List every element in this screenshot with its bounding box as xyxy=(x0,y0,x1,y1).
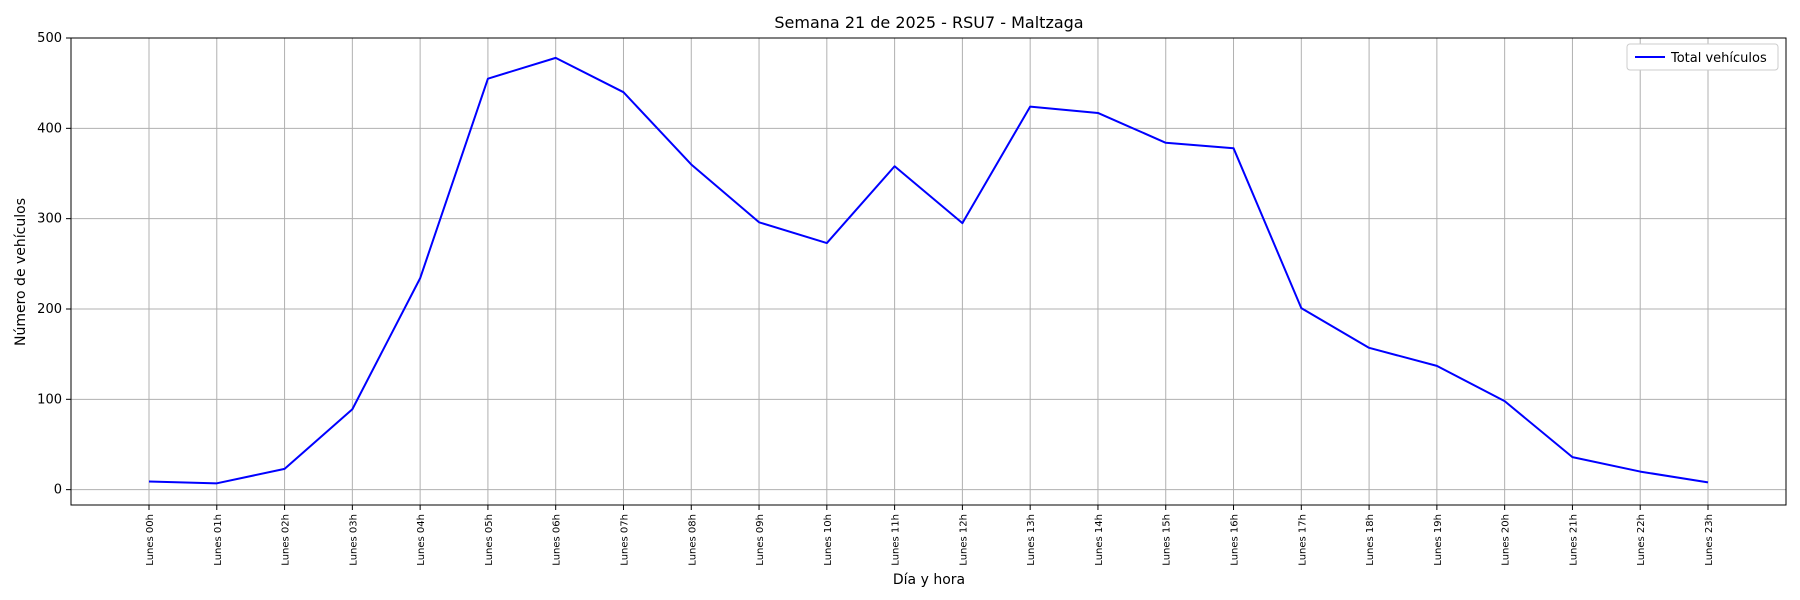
x-tick-label: Lunes 08h xyxy=(687,514,698,566)
x-tick-label: Lunes 06h xyxy=(552,514,563,566)
x-tick-label: Lunes 03h xyxy=(348,514,359,566)
x-tick-label: Lunes 23h xyxy=(1704,514,1715,566)
y-tick-label: 300 xyxy=(37,212,62,227)
y-tick-label: 400 xyxy=(37,121,62,136)
chart-title: Semana 21 de 2025 - RSU7 - Maltzaga xyxy=(774,13,1083,32)
x-tick-label: Lunes 11h xyxy=(891,514,902,566)
x-tick-label: Lunes 13h xyxy=(1026,514,1037,566)
x-tick-label: Lunes 05h xyxy=(484,514,495,566)
x-tick-label: Lunes 12h xyxy=(958,514,969,566)
x-tick-label: Lunes 04h xyxy=(416,514,427,566)
plot-frame xyxy=(70,37,1787,506)
x-tick-label: Lunes 21h xyxy=(1568,514,1579,566)
ticks: Lunes 00h Lunes 01h Lunes 02h Lunes 03h Lune… xyxy=(37,31,1715,566)
x-tick-label: Lunes 07h xyxy=(619,514,630,566)
x-tick-label: Lunes 10h xyxy=(823,514,834,566)
x-tick-label: Lunes 22h xyxy=(1636,514,1647,566)
grid xyxy=(71,37,1786,505)
x-tick-label: Lunes 02h xyxy=(281,514,292,566)
x-tick-label: Lunes 16h xyxy=(1230,514,1241,566)
x-tick-label: Lunes 19h xyxy=(1433,514,1444,566)
x-tick-label: Lunes 15h xyxy=(1162,514,1173,566)
y-tick-label: 0 xyxy=(54,483,62,498)
y-tick-label: 200 xyxy=(37,302,62,317)
series-layer xyxy=(148,56,1709,485)
x-tick-label: Lunes 20h xyxy=(1501,514,1512,566)
x-tick-label: Lunes 17h xyxy=(1297,514,1308,566)
y-tick-label: 100 xyxy=(37,392,62,407)
legend-label: Total vehículos xyxy=(1670,51,1767,66)
y-axis-label: Número de vehículos xyxy=(13,198,29,346)
legend: Total vehículos xyxy=(1626,43,1779,71)
y-tick-label: 500 xyxy=(37,31,62,46)
x-tick-label: Lunes 18h xyxy=(1365,514,1376,566)
legend-box xyxy=(1626,43,1779,71)
x-tick-label: Lunes 01h xyxy=(213,514,224,566)
series-line-total-vehiculos xyxy=(148,56,1709,485)
x-tick-label: Lunes 00h xyxy=(145,514,156,566)
x-tick-label: Lunes 09h xyxy=(755,514,766,566)
x-tick-label: Lunes 14h xyxy=(1094,514,1105,566)
x-axis-label: Día y hora xyxy=(893,572,965,588)
